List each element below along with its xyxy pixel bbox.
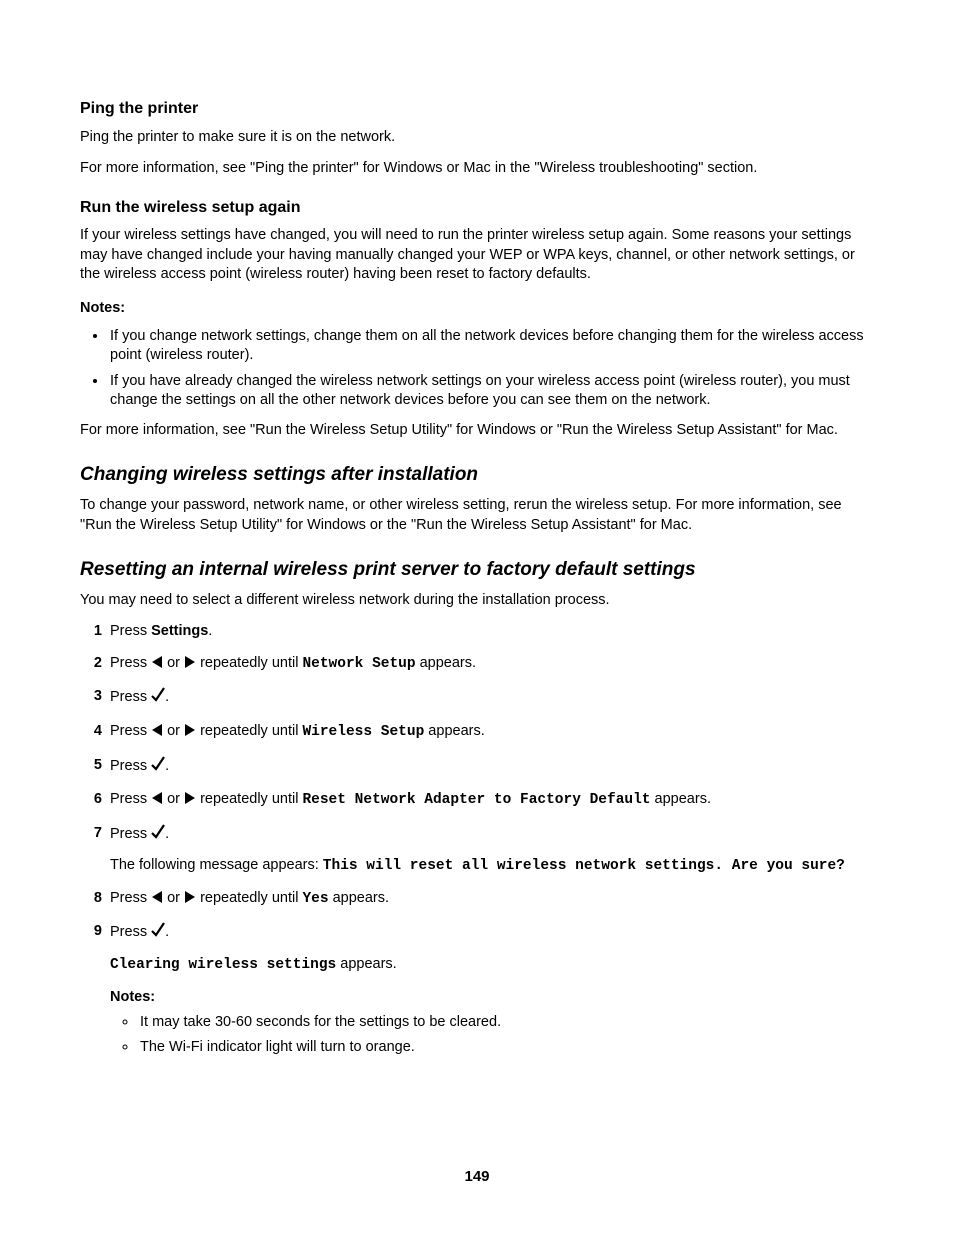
step-text: appears. — [651, 791, 711, 807]
step-text: Press — [110, 758, 151, 774]
notes-list: If you change network settings, change t… — [80, 327, 874, 411]
note-item: If you change network settings, change t… — [108, 327, 874, 366]
para-changing-1: To change your password, network name, o… — [80, 496, 874, 535]
right-arrow-icon — [184, 791, 196, 812]
heading-resetting: Resetting an internal wireless print ser… — [80, 557, 874, 583]
heading-changing: Changing wireless settings after install… — [80, 462, 874, 488]
step-text: repeatedly until — [196, 655, 302, 671]
heading-ping: Ping the printer — [80, 98, 874, 120]
step-5: 5 Press . — [80, 756, 874, 779]
step-text: Press — [110, 791, 151, 807]
step-num: 3 — [86, 687, 102, 707]
step-text: or — [163, 723, 184, 739]
step-text: repeatedly until — [196, 791, 302, 807]
step-6: 6 Press or repeatedly until Reset Networ… — [80, 790, 874, 812]
step-num: 7 — [86, 824, 102, 844]
left-arrow-icon — [151, 655, 163, 676]
step-4: 4 Press or repeatedly until Wireless Set… — [80, 722, 874, 744]
step-2: 2 Press or repeatedly until Network Setu… — [80, 654, 874, 676]
para-ping-2: For more information, see "Ping the prin… — [80, 159, 874, 179]
right-arrow-icon — [184, 723, 196, 744]
step-text: . — [208, 623, 212, 639]
step-text: . — [165, 924, 169, 940]
step-num: 1 — [86, 622, 102, 642]
note-item: It may take 30-60 seconds for the settin… — [138, 1013, 874, 1033]
heading-run-setup: Run the wireless setup again — [80, 197, 874, 219]
step-num: 2 — [86, 654, 102, 674]
step-text: Press — [110, 826, 151, 842]
step-text: appears. — [424, 723, 484, 739]
check-icon — [151, 687, 165, 710]
step-text: Press — [110, 723, 151, 739]
step-text: repeatedly until — [196, 890, 302, 906]
steps-list: 1 Press Settings. 2 Press or repeatedly … — [80, 622, 874, 1057]
step-num: 9 — [86, 922, 102, 942]
step-9: 9 Press . Clearing wireless settings app… — [80, 922, 874, 1057]
step-num: 8 — [86, 889, 102, 909]
para-resetting-1: You may need to select a different wirel… — [80, 591, 874, 611]
step-num: 4 — [86, 722, 102, 742]
step-text: Press — [110, 890, 151, 906]
left-arrow-icon — [151, 791, 163, 812]
step-text: appears. — [329, 890, 389, 906]
step-text: Press — [110, 689, 151, 705]
step-text: The following message appears: — [110, 857, 323, 873]
para-ping-1: Ping the printer to make sure it is on t… — [80, 128, 874, 148]
para-run-setup-1: If your wireless settings have changed, … — [80, 226, 874, 285]
step-3: 3 Press . — [80, 687, 874, 710]
step-mono: Clearing wireless settings — [110, 957, 336, 973]
step-1: 1 Press Settings. — [80, 622, 874, 642]
check-icon — [151, 824, 165, 847]
step-mono: Wireless Setup — [302, 724, 424, 740]
step-9-notes-list: It may take 30-60 seconds for the settin… — [110, 1013, 874, 1057]
step-9-message: Clearing wireless settings appears. — [110, 955, 874, 976]
step-mono: This will reset all wireless network set… — [323, 858, 845, 874]
check-icon — [151, 756, 165, 779]
notes-label: Notes: — [80, 299, 874, 319]
step-8: 8 Press or repeatedly until Yes appears. — [80, 889, 874, 911]
step-num: 5 — [86, 756, 102, 776]
step-text: . — [165, 689, 169, 705]
notes-label: Notes: — [110, 988, 874, 1008]
step-keyword: Settings — [151, 623, 208, 639]
note-item: The Wi-Fi indicator light will turn to o… — [138, 1038, 874, 1058]
step-7-message: The following message appears: This will… — [110, 856, 874, 877]
check-icon — [151, 922, 165, 945]
para-run-setup-2: For more information, see "Run the Wirel… — [80, 421, 874, 441]
step-mono: Yes — [302, 891, 328, 907]
note-item: If you have already changed the wireless… — [108, 372, 874, 411]
step-7: 7 Press . The following message appears:… — [80, 824, 874, 877]
page-number: 149 — [80, 1167, 874, 1187]
left-arrow-icon — [151, 723, 163, 744]
step-text: . — [165, 826, 169, 842]
step-mono: Network Setup — [302, 656, 415, 672]
step-mono: Reset Network Adapter to Factory Default — [302, 792, 650, 808]
step-text: appears. — [336, 956, 396, 972]
left-arrow-icon — [151, 890, 163, 911]
step-text: Press — [110, 623, 151, 639]
step-text: or — [163, 890, 184, 906]
step-text: Press — [110, 924, 151, 940]
step-text: appears. — [416, 655, 476, 671]
right-arrow-icon — [184, 655, 196, 676]
step-text: . — [165, 758, 169, 774]
step-text: Press — [110, 655, 151, 671]
step-text: or — [163, 791, 184, 807]
step-text: repeatedly until — [196, 723, 302, 739]
right-arrow-icon — [184, 890, 196, 911]
step-text: or — [163, 655, 184, 671]
step-num: 6 — [86, 790, 102, 810]
